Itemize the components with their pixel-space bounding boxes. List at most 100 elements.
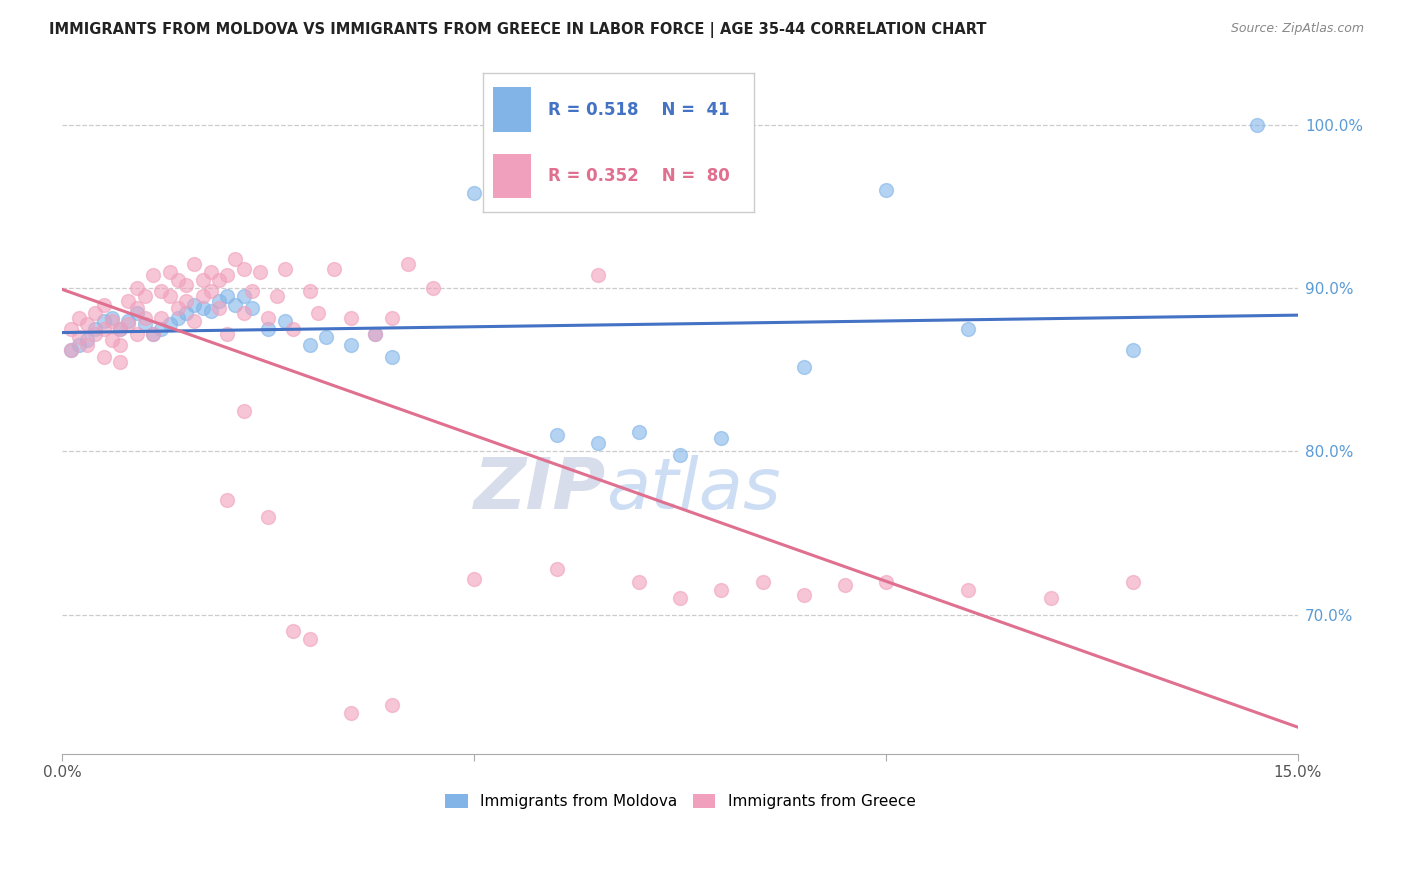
Point bbox=[150, 322, 173, 336]
Point bbox=[59, 343, 82, 358]
Point bbox=[586, 436, 609, 450]
Point bbox=[793, 588, 815, 602]
Point bbox=[117, 314, 139, 328]
Text: IMMIGRANTS FROM MOLDOVA VS IMMIGRANTS FROM GREECE IN LABOR FORCE | AGE 35-44 COR: IMMIGRANTS FROM MOLDOVA VS IMMIGRANTS FR… bbox=[49, 22, 987, 38]
Point bbox=[232, 289, 254, 303]
Point bbox=[710, 431, 733, 445]
Point bbox=[381, 698, 404, 712]
Point bbox=[396, 257, 419, 271]
Point bbox=[67, 310, 90, 325]
Point bbox=[586, 268, 609, 282]
Point bbox=[381, 310, 404, 325]
Point bbox=[174, 277, 197, 292]
Point bbox=[364, 326, 387, 341]
Point bbox=[93, 314, 115, 328]
Point bbox=[232, 403, 254, 417]
Point bbox=[710, 583, 733, 598]
Point bbox=[76, 334, 98, 348]
Point bbox=[142, 268, 165, 282]
Point bbox=[67, 330, 90, 344]
Point bbox=[381, 350, 404, 364]
Point bbox=[463, 186, 485, 201]
Point bbox=[232, 306, 254, 320]
Point bbox=[166, 273, 188, 287]
Point bbox=[125, 326, 148, 341]
Point bbox=[174, 294, 197, 309]
Point bbox=[957, 322, 980, 336]
Point bbox=[1039, 591, 1062, 606]
Point bbox=[150, 310, 173, 325]
Point bbox=[834, 578, 856, 592]
Point bbox=[793, 359, 815, 374]
Point bbox=[101, 334, 124, 348]
Point bbox=[108, 322, 131, 336]
Point bbox=[281, 322, 304, 336]
Point bbox=[183, 314, 205, 328]
Point bbox=[463, 572, 485, 586]
Point bbox=[134, 317, 156, 331]
Point bbox=[117, 294, 139, 309]
Point bbox=[166, 301, 188, 315]
Point bbox=[232, 261, 254, 276]
Point bbox=[257, 322, 280, 336]
Point bbox=[339, 706, 361, 720]
Point bbox=[957, 583, 980, 598]
Point bbox=[191, 273, 214, 287]
Point bbox=[208, 301, 231, 315]
Point bbox=[298, 632, 321, 647]
Point bbox=[274, 261, 297, 276]
Point bbox=[266, 289, 288, 303]
Point bbox=[174, 306, 197, 320]
Point bbox=[1122, 575, 1144, 590]
Point bbox=[217, 326, 239, 341]
Point bbox=[875, 575, 897, 590]
Point bbox=[751, 575, 773, 590]
Point bbox=[224, 297, 246, 311]
Point bbox=[76, 317, 98, 331]
Point bbox=[142, 326, 165, 341]
Point bbox=[257, 509, 280, 524]
Point bbox=[546, 562, 568, 576]
Point bbox=[142, 326, 165, 341]
Text: atlas: atlas bbox=[606, 455, 780, 524]
Point bbox=[159, 265, 181, 279]
Text: ZIP: ZIP bbox=[474, 455, 606, 524]
Point bbox=[101, 310, 124, 325]
Point bbox=[67, 338, 90, 352]
Point bbox=[669, 448, 692, 462]
Point bbox=[339, 338, 361, 352]
Point bbox=[364, 326, 387, 341]
Point bbox=[134, 289, 156, 303]
Point bbox=[84, 306, 107, 320]
Point bbox=[150, 285, 173, 299]
Point bbox=[84, 326, 107, 341]
Point bbox=[298, 338, 321, 352]
Point bbox=[240, 301, 263, 315]
Point bbox=[875, 183, 897, 197]
Point bbox=[191, 289, 214, 303]
Point bbox=[257, 310, 280, 325]
Point bbox=[208, 273, 231, 287]
Point bbox=[108, 322, 131, 336]
Point bbox=[217, 289, 239, 303]
Point bbox=[125, 301, 148, 315]
Point bbox=[240, 285, 263, 299]
Point bbox=[1246, 118, 1268, 132]
Point bbox=[93, 322, 115, 336]
Point bbox=[628, 575, 651, 590]
Point bbox=[108, 354, 131, 368]
Point bbox=[200, 304, 222, 318]
Text: Source: ZipAtlas.com: Source: ZipAtlas.com bbox=[1230, 22, 1364, 36]
Point bbox=[59, 322, 82, 336]
Point bbox=[217, 268, 239, 282]
Point bbox=[125, 281, 148, 295]
Point bbox=[628, 425, 651, 439]
Point bbox=[669, 591, 692, 606]
Point bbox=[125, 306, 148, 320]
Point bbox=[183, 297, 205, 311]
Point bbox=[315, 330, 337, 344]
Point bbox=[307, 306, 329, 320]
Point bbox=[217, 493, 239, 508]
Point bbox=[274, 314, 297, 328]
Point bbox=[224, 252, 246, 266]
